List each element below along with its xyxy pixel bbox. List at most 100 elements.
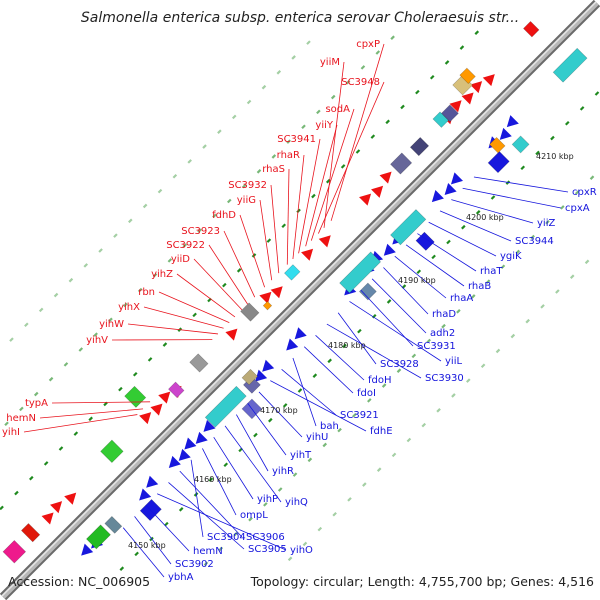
reverse-gene-label: SC3944 <box>515 236 554 247</box>
reverse-gene-box <box>552 47 588 83</box>
reverse-gene-box <box>339 251 382 294</box>
tick-dot <box>330 94 336 100</box>
forward-label-line <box>305 124 338 247</box>
tick-dot <box>375 50 381 55</box>
reverse-gene-arrow <box>195 431 208 444</box>
tick-dot <box>212 213 217 219</box>
tick-dot <box>415 89 420 95</box>
forward-label-line <box>158 291 230 323</box>
reverse-gene-label: ompL <box>240 510 268 521</box>
tick-dot <box>470 294 476 299</box>
reverse-gene-box <box>487 151 510 174</box>
forward-gene-arrow <box>139 412 152 425</box>
forward-label-line <box>239 214 266 288</box>
tick-dot <box>19 406 24 412</box>
reverse-label-line <box>394 255 447 299</box>
forward-gene-label: yiiM <box>320 57 340 68</box>
reverse-gene-box <box>241 368 258 386</box>
reverse-label-line <box>462 187 562 209</box>
reverse-gene-label: rhaT <box>480 266 503 277</box>
forward-gene-label: sodA <box>325 104 350 115</box>
tick-dot <box>307 457 313 463</box>
reverse-gene-arrow <box>184 437 197 450</box>
tick-dot <box>565 120 570 126</box>
forward-gene-arrow <box>461 92 474 105</box>
tick-dot <box>421 422 427 428</box>
tick-dot <box>78 347 84 352</box>
tick-dot <box>441 323 446 329</box>
reverse-gene-label: rhaA <box>450 293 473 304</box>
tick-dot <box>4 421 9 427</box>
tick-dot <box>152 272 158 278</box>
tick-dot <box>416 269 422 274</box>
reverse-label-line <box>134 516 172 565</box>
forward-gene-box <box>2 539 27 564</box>
reverse-gene-label: SC3930 <box>425 373 464 384</box>
tick-dot <box>292 472 298 477</box>
forward-gene-arrow <box>270 286 283 299</box>
tick-dot <box>326 178 331 184</box>
reverse-gene-box <box>523 20 540 38</box>
forward-gene-arrow <box>150 403 163 416</box>
tick-dot <box>340 164 346 169</box>
tick-dot <box>182 243 188 248</box>
reverse-label-line <box>145 504 190 552</box>
tick-dot <box>474 30 480 35</box>
reverse-gene-label: rhaB <box>468 281 491 292</box>
tick-dot <box>376 467 382 472</box>
tick-dot <box>456 309 461 314</box>
tick-dot <box>287 556 293 562</box>
tick-dot <box>83 263 89 268</box>
forward-gene-arrow <box>371 185 384 198</box>
tick-dot <box>589 175 595 180</box>
forward-gene-label: typA <box>25 398 48 409</box>
reverse-gene-arrow <box>286 338 299 351</box>
forward-gene-label: SC3932 <box>228 180 267 191</box>
reverse-label-line <box>371 278 427 334</box>
reverse-gene-label: yihR <box>272 466 294 477</box>
reverse-gene-label: fdoI <box>357 388 376 399</box>
reverse-gene-label: hemN <box>193 546 223 557</box>
tick-dot <box>302 541 308 547</box>
tick-dot <box>172 173 178 179</box>
tick-dot <box>38 307 44 313</box>
forward-gene-box <box>189 353 209 373</box>
reverse-label-line <box>190 459 204 538</box>
tick-dot <box>132 371 138 377</box>
kbp-scale-label: 4190 kbp <box>398 276 436 285</box>
reverse-gene-label: SC3905 <box>248 544 287 555</box>
tick-dot <box>282 403 288 408</box>
tick-dot <box>271 154 277 159</box>
tick-dot <box>381 383 387 388</box>
tick-dot <box>58 446 64 451</box>
tick-dot <box>411 353 417 359</box>
tick-dot <box>475 210 481 215</box>
tick-dot <box>451 393 456 398</box>
reverse-gene-label: rhaD <box>432 309 456 320</box>
reverse-gene-arrow <box>444 182 457 195</box>
tick-dot <box>0 505 4 511</box>
forward-gene-box <box>240 302 260 322</box>
forward-label-line <box>193 258 243 311</box>
tick-dot <box>14 490 19 496</box>
reverse-gene-arrow <box>506 115 519 128</box>
tick-dot <box>281 223 287 229</box>
reverse-gene-label: yiiZ <box>537 218 555 229</box>
reverse-label-line <box>213 436 254 500</box>
reverse-label-line <box>349 301 442 362</box>
tick-dot <box>137 287 143 293</box>
reverse-gene-box <box>358 282 377 301</box>
reverse-gene-label: fdoH <box>368 375 392 386</box>
kbp-scale-label: 4150 kbp <box>128 541 166 550</box>
reverse-label-line <box>451 199 534 224</box>
forward-gene-arrow <box>470 81 483 94</box>
tick-dot <box>103 401 108 407</box>
tick-dot <box>461 224 466 230</box>
tick-dot <box>157 188 163 194</box>
tick-dot <box>594 91 600 96</box>
tick-dot <box>263 502 268 507</box>
reverse-gene-arrow <box>139 488 152 501</box>
tick-dot <box>98 248 103 253</box>
